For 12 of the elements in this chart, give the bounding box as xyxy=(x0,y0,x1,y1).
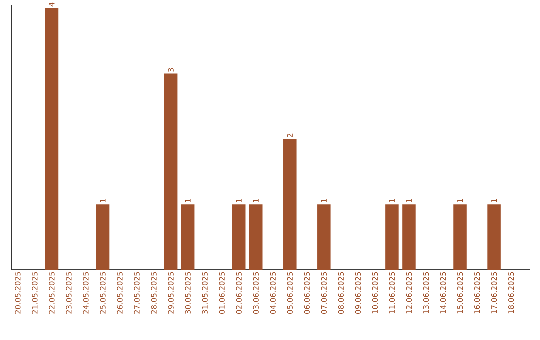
bar xyxy=(386,204,399,270)
bar xyxy=(249,204,263,270)
bar xyxy=(284,139,297,270)
bar xyxy=(232,204,246,270)
bar xyxy=(454,204,467,270)
bar xyxy=(96,204,110,270)
bar xyxy=(318,204,331,270)
bar xyxy=(164,74,178,270)
bar xyxy=(181,204,195,270)
bar xyxy=(488,204,501,270)
bar xyxy=(402,204,416,270)
bar xyxy=(45,8,59,270)
